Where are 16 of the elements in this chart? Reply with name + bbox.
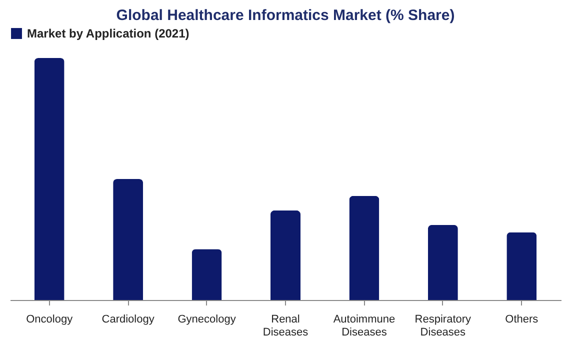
x-tick-label: Others [505, 314, 539, 326]
bar [34, 58, 64, 300]
x-tick-label: Gynecology [178, 314, 236, 326]
bar [113, 179, 144, 300]
bar [192, 249, 222, 300]
x-tick-label: Respiratory Diseases [414, 314, 472, 338]
bar [349, 196, 380, 300]
chart-title: Global Healthcare Informatics Market (% Share) [116, 7, 455, 24]
x-tick-label: Oncology [26, 314, 74, 326]
legend-label: Market by Application (2021) [27, 26, 190, 40]
bar [428, 224, 458, 300]
x-tick-label: Autoimmune Diseases [333, 314, 396, 338]
x-tick-label: Renal Diseases [262, 314, 309, 338]
bar [506, 232, 537, 300]
x-tick-label: Cardiology [102, 314, 155, 326]
bar [270, 210, 300, 300]
